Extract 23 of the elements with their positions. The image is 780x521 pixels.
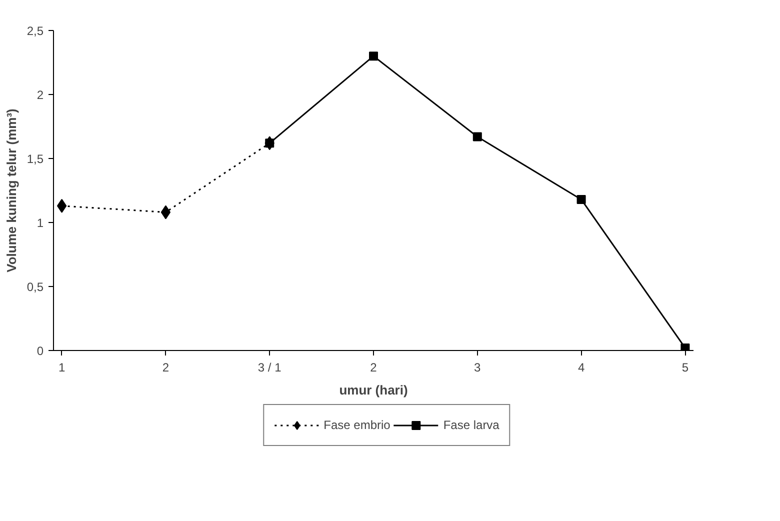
point [56, 198, 67, 213]
point [369, 52, 378, 61]
y-tick-label: 0,5 [26, 280, 44, 294]
y-tick-label: 2,5 [26, 24, 44, 38]
x-tick-label: 3 / 1 [258, 360, 282, 374]
point [160, 205, 171, 220]
y-tick-label: 0 [36, 344, 44, 358]
x-tick-label: 5 [682, 360, 689, 374]
y-tick-label: 1,5 [26, 152, 44, 166]
x-tick-label: 2 [162, 360, 170, 374]
point [472, 132, 482, 142]
y-tick-label: 1 [36, 216, 44, 230]
x-tick-label: 2 [370, 360, 378, 374]
legend-label: Fase embrio [324, 418, 390, 432]
legend-label: Fase larva [443, 418, 500, 432]
point [576, 194, 586, 204]
x-tick-label: 3 [474, 360, 482, 374]
y-tick-label: 2 [36, 88, 44, 102]
point [680, 343, 690, 350]
y-axis-title: Volume kuning telur (mm³) [4, 108, 19, 272]
x-axis-title: umur (hari) [339, 382, 408, 398]
x-tick-label: 4 [578, 360, 585, 374]
x-tick-label: 1 [58, 360, 66, 374]
